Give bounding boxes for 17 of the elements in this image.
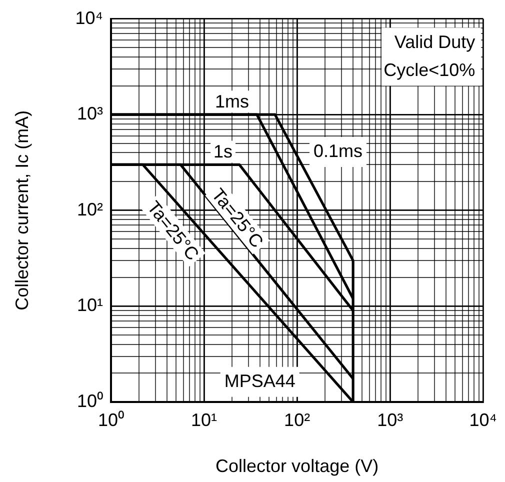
annotation: 0.1ms [313,140,363,161]
x-tick-label: 10² [284,410,310,430]
x-tick-label: 10¹ [191,410,218,430]
y-tick-label: 10⁰ [76,390,103,411]
annotation: MPSA44 [224,370,296,391]
annotation: Valid Duty Cycle<10% [384,32,476,80]
x-tick-label: 10⁰ [98,410,124,430]
x-axis-title: Collector voltage (V) [216,456,379,476]
y-tick-label: 10³ [76,104,104,124]
y-axis-title: Collector current, Ic (mA) [12,110,32,310]
y-tick-label: 10⁴ [75,8,103,28]
x-tick-label: 10³ [377,410,404,430]
annotation: 1s [214,142,233,162]
annotation: 1ms [215,92,250,112]
x-tick-label: 10⁴ [469,410,498,430]
y-tick-label: 10¹ [76,295,104,316]
y-tick-label: 10² [76,199,104,220]
